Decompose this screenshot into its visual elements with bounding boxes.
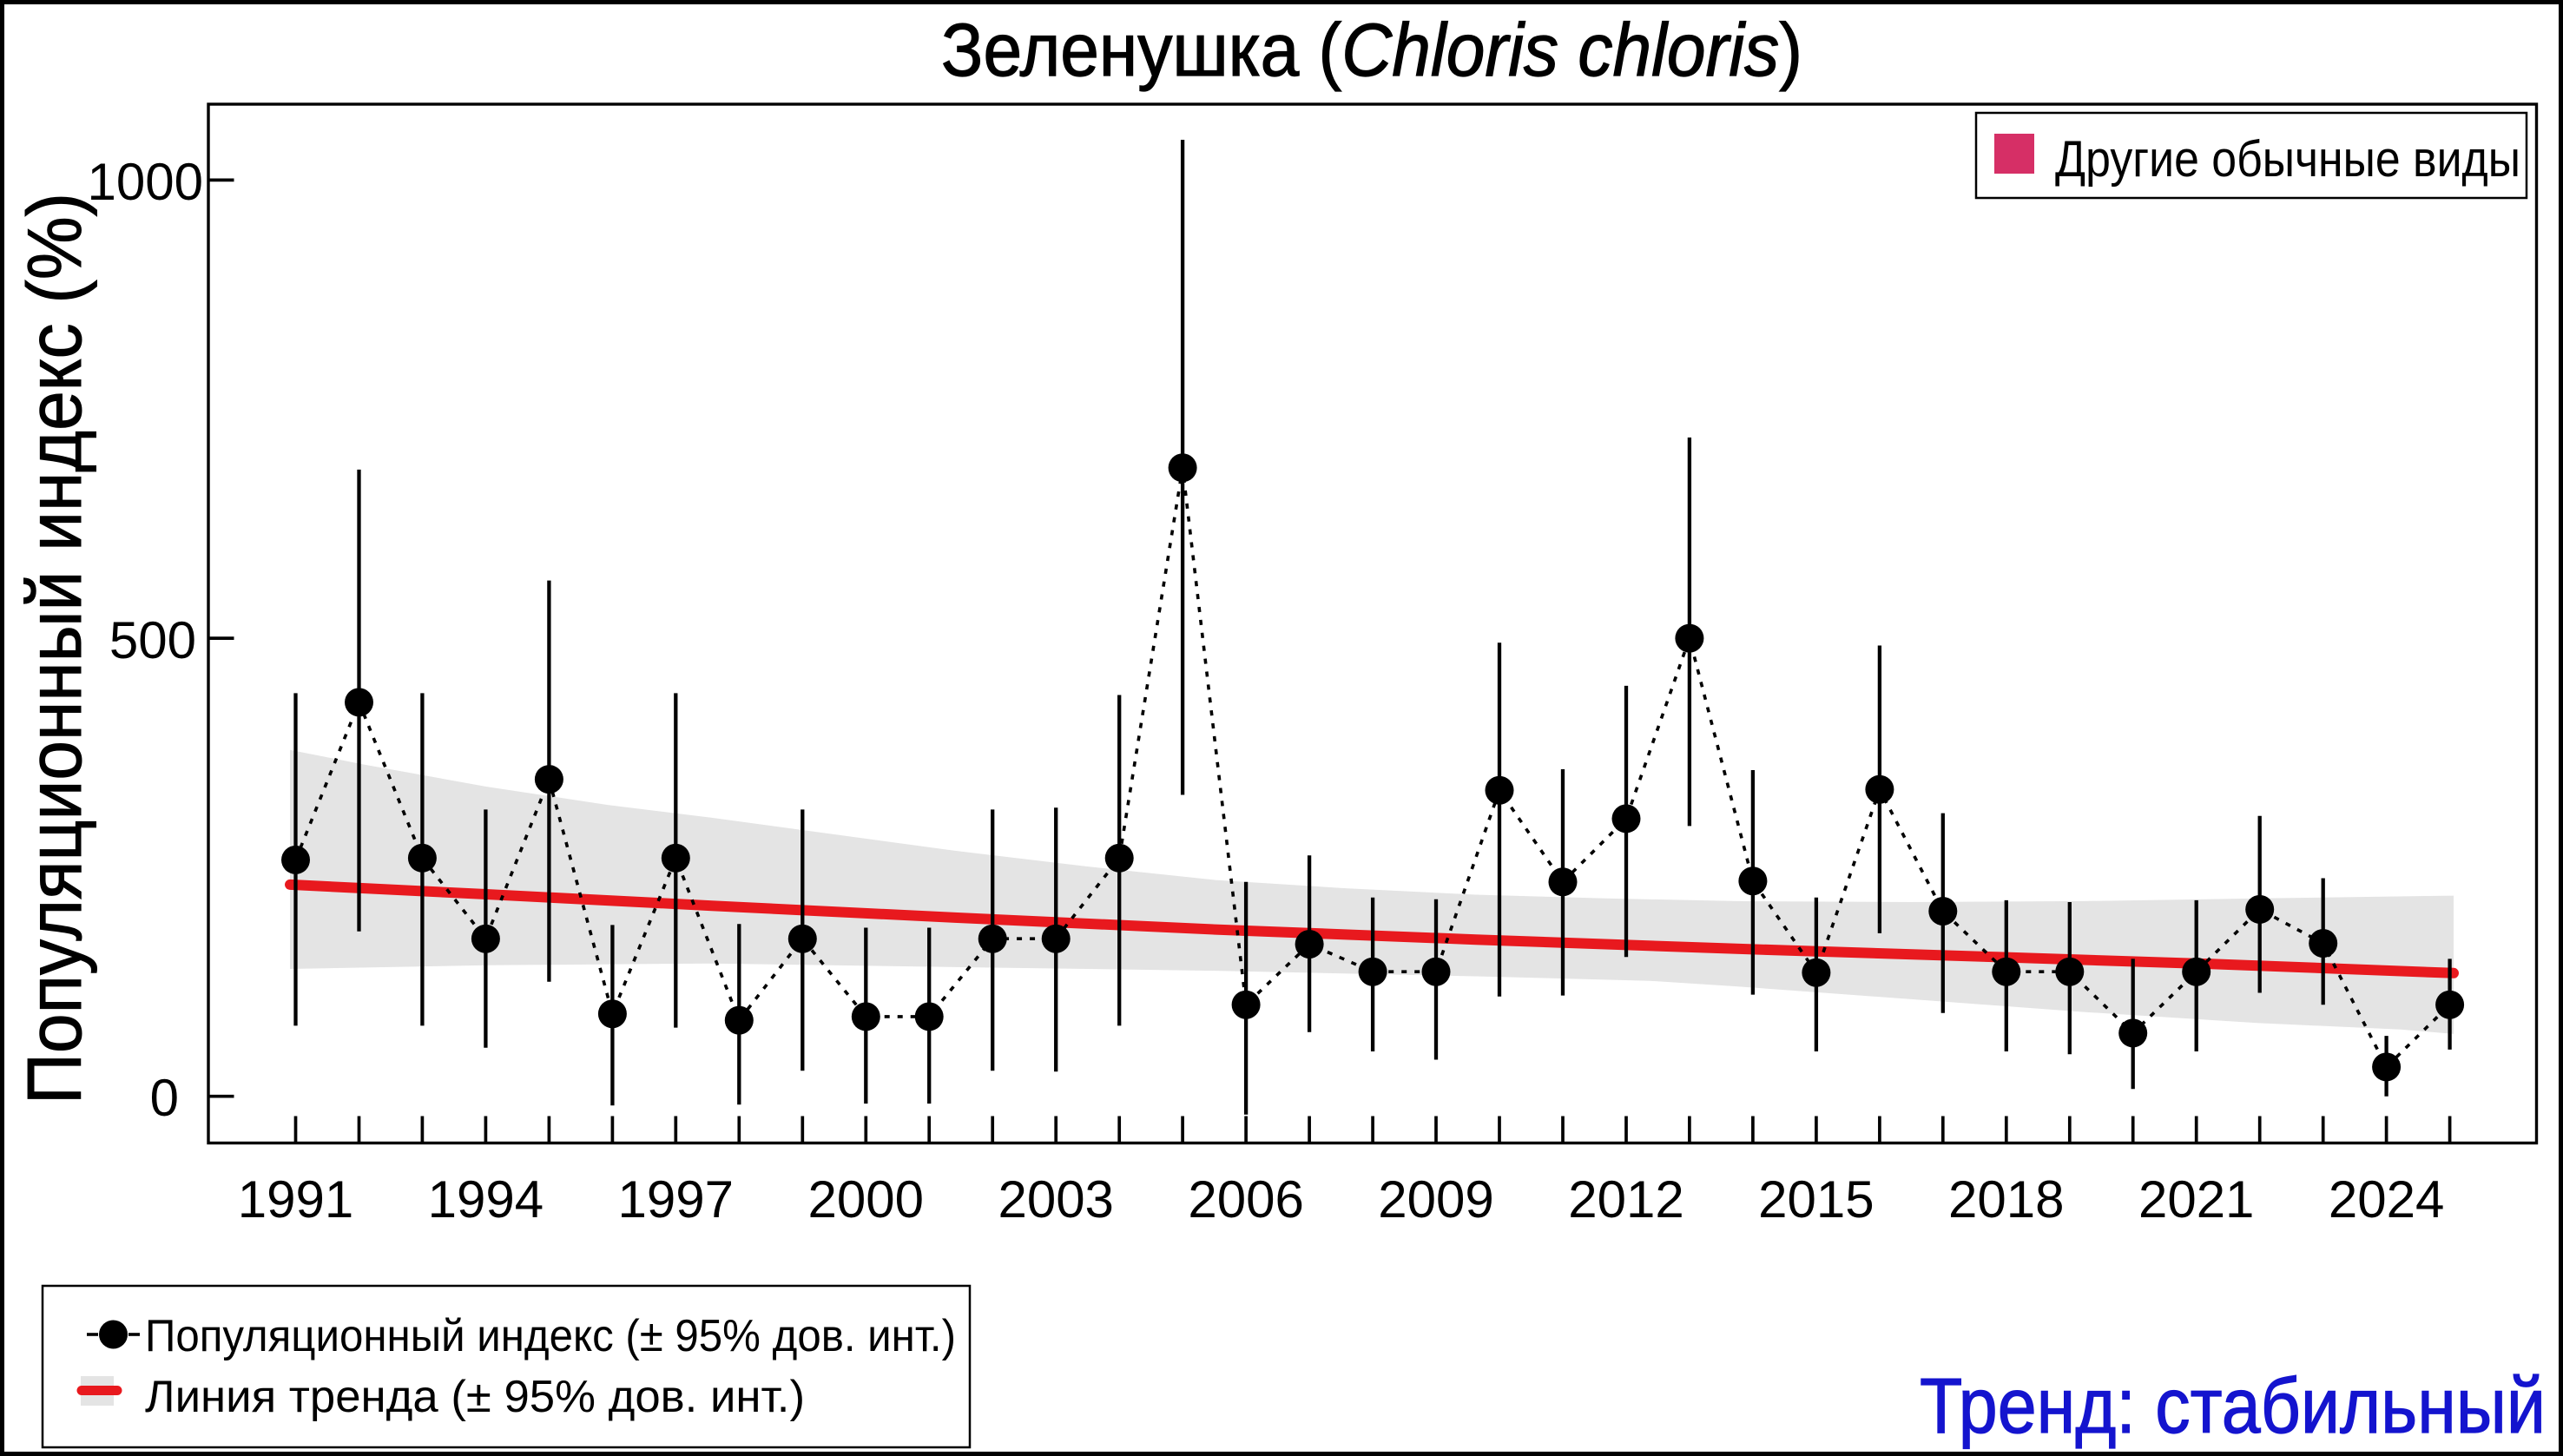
svg-text:2021: 2021 <box>2138 1170 2254 1229</box>
svg-text:2003: 2003 <box>998 1170 1113 1229</box>
svg-text:2012: 2012 <box>1568 1170 1683 1229</box>
svg-text:2006: 2006 <box>1188 1170 1303 1229</box>
svg-text:1000: 1000 <box>88 153 203 211</box>
svg-text:2018: 2018 <box>1948 1170 2064 1229</box>
svg-text:1994: 1994 <box>428 1170 544 1229</box>
svg-text:2024: 2024 <box>2329 1170 2444 1229</box>
svg-text:0: 0 <box>150 1069 179 1127</box>
svg-text:2015: 2015 <box>1758 1170 1874 1229</box>
svg-text:Тренд: стабильный: Тренд: стабильный <box>1920 1363 2546 1450</box>
svg-text:2000: 2000 <box>808 1170 924 1229</box>
svg-text:500: 500 <box>109 611 196 669</box>
svg-text:Популяционный индекс (%): Популяционный индекс (%) <box>11 193 97 1104</box>
svg-text:Линия тренда (± 95% дов. инт.): Линия тренда (± 95% дов. инт.) <box>145 1372 805 1422</box>
svg-text:Популяционный индекс (± 95% до: Популяционный индекс (± 95% дов. инт.) <box>145 1311 956 1361</box>
svg-text:Другие обычные виды: Другие обычные виды <box>2055 131 2520 188</box>
svg-text:Зеленушка (Chloris chloris): Зеленушка (Chloris chloris) <box>941 9 1802 92</box>
svg-text:1997: 1997 <box>618 1170 734 1229</box>
svg-text:2009: 2009 <box>1378 1170 1493 1229</box>
svg-text:1991: 1991 <box>238 1170 353 1229</box>
